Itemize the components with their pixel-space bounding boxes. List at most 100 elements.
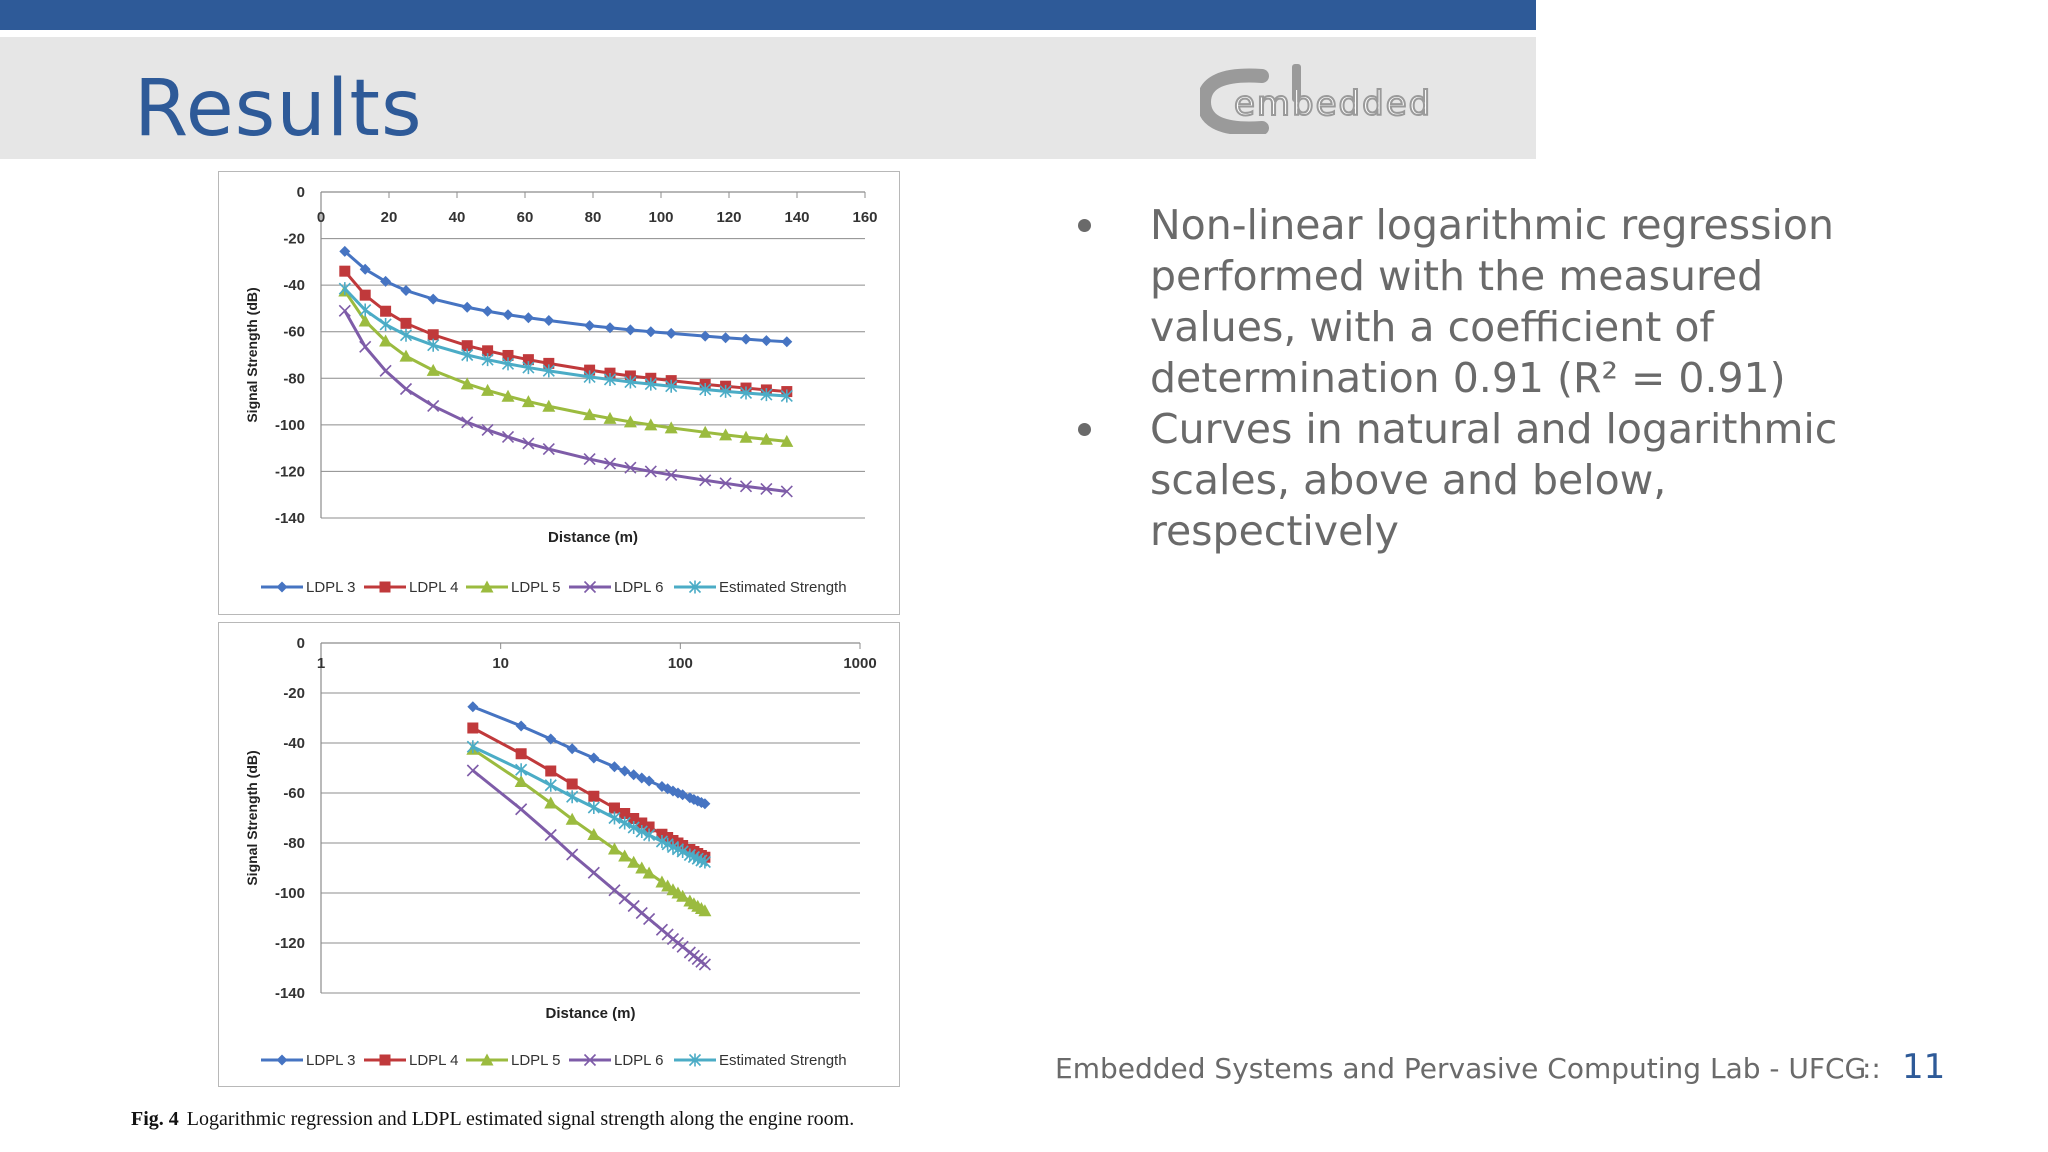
data-point [698,958,711,971]
data-point [502,309,514,321]
data-point [587,801,600,814]
data-point [636,772,648,784]
data-point [399,349,413,362]
data-point [628,813,640,824]
y-tick-label: -20 [283,685,305,702]
series-estimated [338,282,793,403]
data-point [522,354,534,366]
series-ldpl3 [339,245,793,348]
legend-marker [688,1053,702,1067]
legend-marker [379,1054,391,1066]
data-point [739,480,753,493]
data-point [380,305,392,317]
data-point [584,364,596,376]
data-point [603,457,617,470]
legend-label: LDPL 6 [614,579,663,596]
data-point [698,425,712,438]
data-point [339,245,351,257]
data-point [379,334,393,347]
y-tick-label: -120 [275,463,305,480]
data-point [467,701,479,713]
figure-caption-text: Logarithmic regression and LDPL estimate… [186,1108,855,1130]
data-point [608,802,620,814]
series-ldpl3 [467,701,711,810]
legend-label: LDPL 4 [409,1052,458,1069]
y-tick-label: -100 [275,885,305,902]
data-point [643,912,656,926]
data-point [781,336,793,348]
data-point [664,421,678,434]
data-point [427,399,440,413]
data-point [699,330,711,342]
series-line [343,287,787,398]
data-point [399,382,413,396]
legend-label: LDPL 4 [409,579,458,596]
data-point [698,855,711,869]
data-point [604,322,616,334]
data-point [627,855,641,868]
bullet-dot-icon [1078,219,1091,232]
data-point [719,477,732,490]
data-point [522,312,534,324]
data-point [740,333,752,345]
data-point [623,415,637,428]
y-tick-label: -140 [275,985,305,1002]
data-point [627,821,640,834]
data-point [677,789,689,801]
data-point [760,388,773,402]
legend-label: LDPL 3 [306,1052,355,1069]
logo-wordmark: embedded [1233,83,1433,125]
data-point [515,763,528,777]
data-point [544,828,557,842]
x-tick-label: 120 [716,209,741,226]
data-point [643,828,656,842]
data-point [642,866,656,879]
data-point [603,372,617,386]
data-point [543,315,555,327]
data-point [515,803,528,816]
x-tick-label: 160 [852,209,877,226]
x-tick-label: 80 [585,209,602,226]
data-point [587,828,601,840]
data-point [427,329,439,341]
y-tick-label: -60 [283,324,305,341]
data-point [501,389,515,402]
series-line [343,310,787,493]
series-ldpl6 [466,764,711,971]
data-point [543,357,555,369]
data-point [643,821,655,833]
x-axis-title: Distance (m) [545,1005,635,1022]
data-point [466,740,479,754]
legend-label: LDPL 3 [306,579,355,596]
footer-lab-name: Embedded Systems and Pervasive Computing… [1055,1052,1867,1085]
data-point [643,775,655,787]
data-point [739,386,753,400]
data-point [514,775,528,787]
embedded-logo: embedded [1196,62,1462,136]
data-point [358,314,372,327]
data-point [780,485,793,498]
data-point [427,293,439,305]
data-point [501,357,515,371]
data-point [461,301,473,313]
data-point [636,817,648,829]
legend-label: LDPL 5 [511,1052,560,1069]
signal-strength-linear-chart: 0 -20 -40 -60 -80 -100 -120 -140 0 20 40 60 80 100 120… [244,184,878,596]
legend-marker [583,1053,597,1067]
y-tick-label: 0 [297,184,305,201]
x-tick-label: 20 [381,209,398,226]
data-point [780,434,794,447]
x-tick-label: 40 [449,209,466,226]
legend-marker [480,580,494,593]
y-tick-label: -140 [275,510,305,527]
legend-label: LDPL 6 [614,1052,663,1069]
data-point [583,370,596,384]
x-tick-label: 140 [784,209,809,226]
data-point [566,790,579,804]
y-tick-label: -80 [283,370,305,387]
data-point [676,845,689,858]
data-point [338,304,351,317]
data-point [427,338,440,352]
y-tick-label: -80 [283,835,305,852]
data-point [587,866,600,879]
